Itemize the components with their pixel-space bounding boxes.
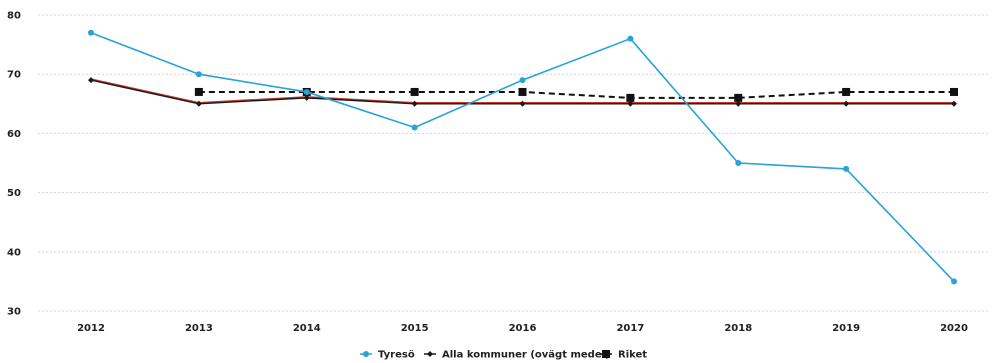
grid-lines (38, 14, 990, 312)
y-tick-label: 70 (7, 70, 21, 81)
data-point (950, 87, 958, 96)
data-point (411, 124, 418, 131)
data-point (735, 160, 742, 166)
y-tick-label: 30 (7, 307, 21, 318)
data-point (518, 87, 527, 96)
legend-swatch-marker (363, 351, 369, 357)
data-point (88, 29, 94, 36)
x-tick-label: 2017 (616, 323, 644, 334)
series-riket-line (198, 90, 954, 99)
legend-item: Tyresö (360, 350, 415, 361)
legend-label: Riket (618, 350, 647, 361)
data-point (627, 35, 634, 42)
data-point (303, 94, 310, 101)
data-point (194, 87, 203, 96)
legend-swatch-marker (602, 350, 610, 358)
data-point (843, 165, 850, 172)
data-point (626, 93, 635, 102)
data-point (951, 278, 957, 285)
legend-item: Riket (600, 350, 647, 361)
series-tyreso-line (90, 32, 955, 282)
legend-swatch-marker (427, 351, 433, 357)
series-tyreso (88, 29, 957, 285)
data-point (842, 87, 851, 96)
data-point (410, 87, 419, 96)
data-point (88, 77, 94, 84)
x-axis: 2012 2013 2014 2015 2016 2017 2018 2019 2020 (77, 323, 968, 334)
data-point (519, 100, 526, 107)
x-tick-label: 2018 (724, 323, 752, 334)
data-point (519, 77, 526, 84)
y-tick-label: 80 (7, 11, 21, 22)
data-point (843, 100, 850, 107)
x-tick-label: 2019 (832, 323, 860, 334)
data-point (951, 100, 957, 107)
x-tick-label: 2012 (77, 323, 105, 334)
data-point (735, 100, 742, 107)
y-tick-label: 60 (7, 129, 21, 140)
series-lines (88, 29, 958, 285)
x-tick-label: 2013 (185, 323, 213, 334)
data-point (303, 88, 310, 95)
legend: Tyresö Alla kommuner (ovägt medel) Riket (360, 350, 647, 361)
data-point (734, 93, 743, 102)
series-riket (194, 87, 958, 102)
x-tick-label: 2015 (401, 323, 429, 334)
x-tick-label: 2020 (940, 323, 968, 334)
legend-item: Alla kommuner (ovägt medel) (424, 350, 610, 361)
series-alla-kommuner (88, 77, 957, 107)
data-point (195, 100, 202, 107)
data-point (195, 71, 202, 78)
x-tick-label: 2016 (509, 323, 537, 334)
x-tick-label: 2014 (293, 323, 321, 334)
y-axis: 30 40 50 60 70 80 (7, 11, 21, 318)
legend-label: Alla kommuner (ovägt medel) (442, 350, 610, 361)
y-tick-label: 40 (7, 247, 21, 258)
data-point (411, 100, 418, 107)
y-tick-label: 50 (7, 188, 21, 199)
legend-label: Tyresö (378, 350, 415, 361)
data-point (627, 100, 634, 107)
